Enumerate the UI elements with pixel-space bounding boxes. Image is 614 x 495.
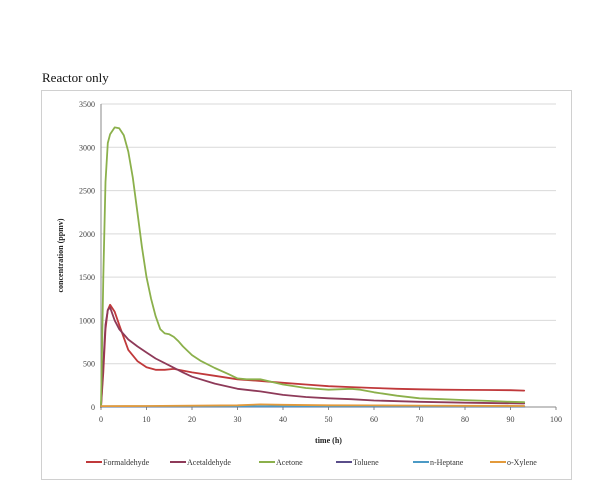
series-line-1 [100,306,526,408]
legend-label-5: o-Xylene [507,458,537,467]
x-tick-label-9: 90 [507,415,515,424]
chart-title: Reactor only [42,70,109,85]
x-tick-label-7: 70 [416,415,424,424]
y-tick-label-2: 1000 [79,316,95,325]
y-axis-label: concentration (ppmv) [56,218,65,292]
y-tick-label-3: 1500 [79,273,95,282]
x-tick-label-8: 80 [461,415,469,424]
x-tick-label-1: 10 [143,415,151,424]
y-axis-ticks: 0 500 1000 1500 2000 2500 3000 3500 [79,100,95,412]
legend-label-0: Formaldehyde [103,458,150,467]
y-tick-label-6: 3000 [79,143,95,152]
legend-label-3: Toluene [353,458,379,467]
grid-lines [101,103,556,365]
legend: Formaldehyde Acetaldehyde Acetone Toluene n-… [86,458,537,467]
series-line-2 [100,126,526,408]
x-axis-ticks: 0 10 20 30 40 50 60 70 80 90 100 [99,407,562,424]
y-tick-label-5: 2500 [79,187,95,196]
legend-label-1: Acetaldehyde [187,458,231,467]
x-tick-label-4: 40 [279,415,287,424]
x-tick-label-2: 20 [188,415,196,424]
series-line-5 [100,403,526,408]
x-tick-label-6: 60 [370,415,378,424]
x-tick-label-10: 100 [550,415,562,424]
series-lines [100,126,526,408]
y-tick-label-4: 2000 [79,230,95,239]
y-tick-label-1: 500 [83,360,95,369]
x-tick-label-0: 0 [99,415,103,424]
x-tick-label-5: 50 [325,415,333,424]
y-tick-label-7: 3500 [79,100,95,109]
legend-label-2: Acetone [276,458,303,467]
chart-frame [41,90,572,480]
legend-label-4: n-Heptane [430,458,464,467]
y-tick-label-0: 0 [91,403,95,412]
x-axis-label: time (h) [315,436,342,445]
series-line-0 [100,303,526,408]
x-tick-label-3: 30 [234,415,242,424]
